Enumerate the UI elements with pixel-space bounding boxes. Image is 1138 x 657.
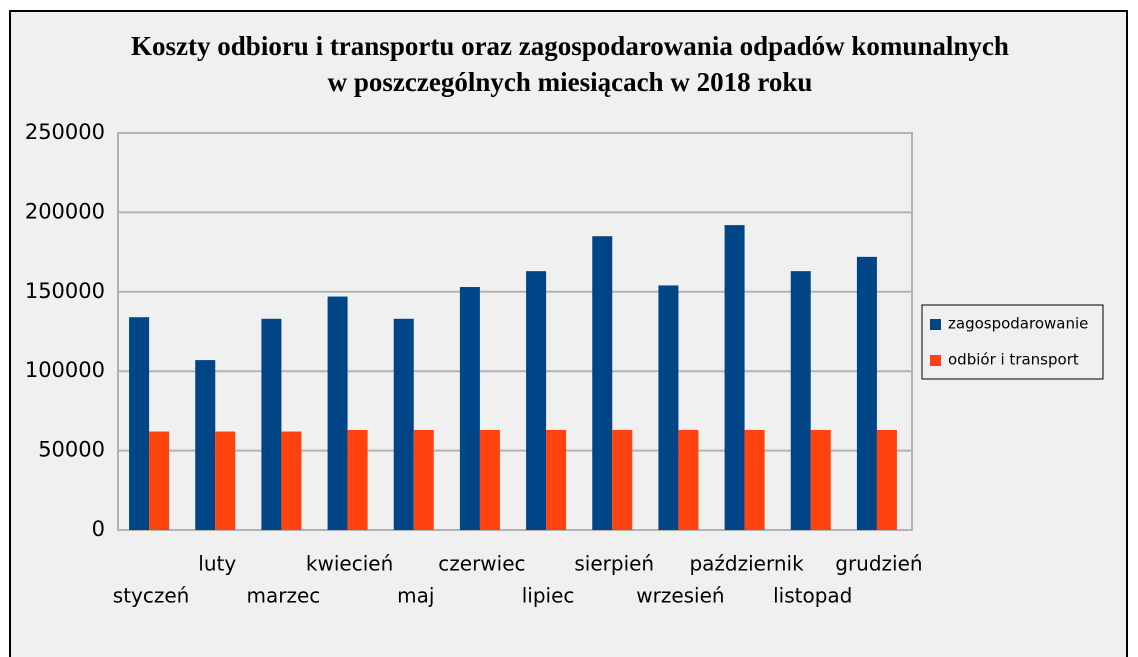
legend-label: zagospodarowanie — [948, 315, 1088, 333]
bar — [195, 360, 216, 530]
bar — [592, 236, 613, 530]
x-tick-label: listopad — [773, 584, 852, 608]
bar — [479, 429, 500, 530]
legend-box — [921, 304, 1104, 380]
legend-swatch — [930, 319, 941, 330]
bar — [413, 429, 434, 530]
bar — [876, 429, 897, 530]
bar — [149, 431, 170, 530]
bar — [744, 429, 765, 530]
bar — [658, 285, 679, 530]
x-tick-label: maj — [397, 584, 434, 608]
bar — [810, 429, 831, 530]
bar — [459, 287, 480, 530]
y-tick-label: 100000 — [25, 358, 105, 382]
x-tick-label: wrzesień — [636, 584, 724, 608]
y-tick-label: 0 — [92, 517, 105, 541]
bar — [327, 296, 348, 530]
bar — [393, 318, 414, 530]
x-tick-label: czerwiec — [438, 552, 525, 576]
x-tick-label: marzec — [247, 584, 321, 608]
chart-title: Koszty odbioru i transportu oraz zagospo… — [131, 31, 1009, 97]
x-tick-label: lipiec — [522, 584, 575, 608]
bar — [215, 431, 236, 530]
bar — [129, 317, 150, 530]
y-tick-label: 250000 — [25, 120, 105, 144]
y-tick-label: 150000 — [25, 279, 105, 303]
bar — [546, 429, 567, 530]
bar — [281, 431, 302, 530]
x-tick-label: kwiecień — [306, 552, 393, 576]
bar — [526, 271, 547, 530]
bar — [612, 429, 633, 530]
x-tick-label: grudzień — [835, 552, 922, 576]
legend-label: odbiór i transport — [948, 351, 1079, 369]
x-tick-label: sierpień — [574, 552, 654, 576]
x-tick-label: styczeń — [113, 584, 190, 608]
y-tick-label: 200000 — [25, 199, 105, 223]
bar — [347, 429, 368, 530]
bar — [790, 271, 811, 530]
bar — [856, 256, 877, 530]
x-tick-label: luty — [198, 552, 236, 576]
bar — [678, 429, 699, 530]
y-tick-label: 50000 — [38, 438, 105, 462]
x-tick-label: październik — [689, 552, 804, 576]
bar — [261, 318, 282, 530]
bar — [724, 225, 745, 530]
legend-swatch — [930, 355, 941, 366]
